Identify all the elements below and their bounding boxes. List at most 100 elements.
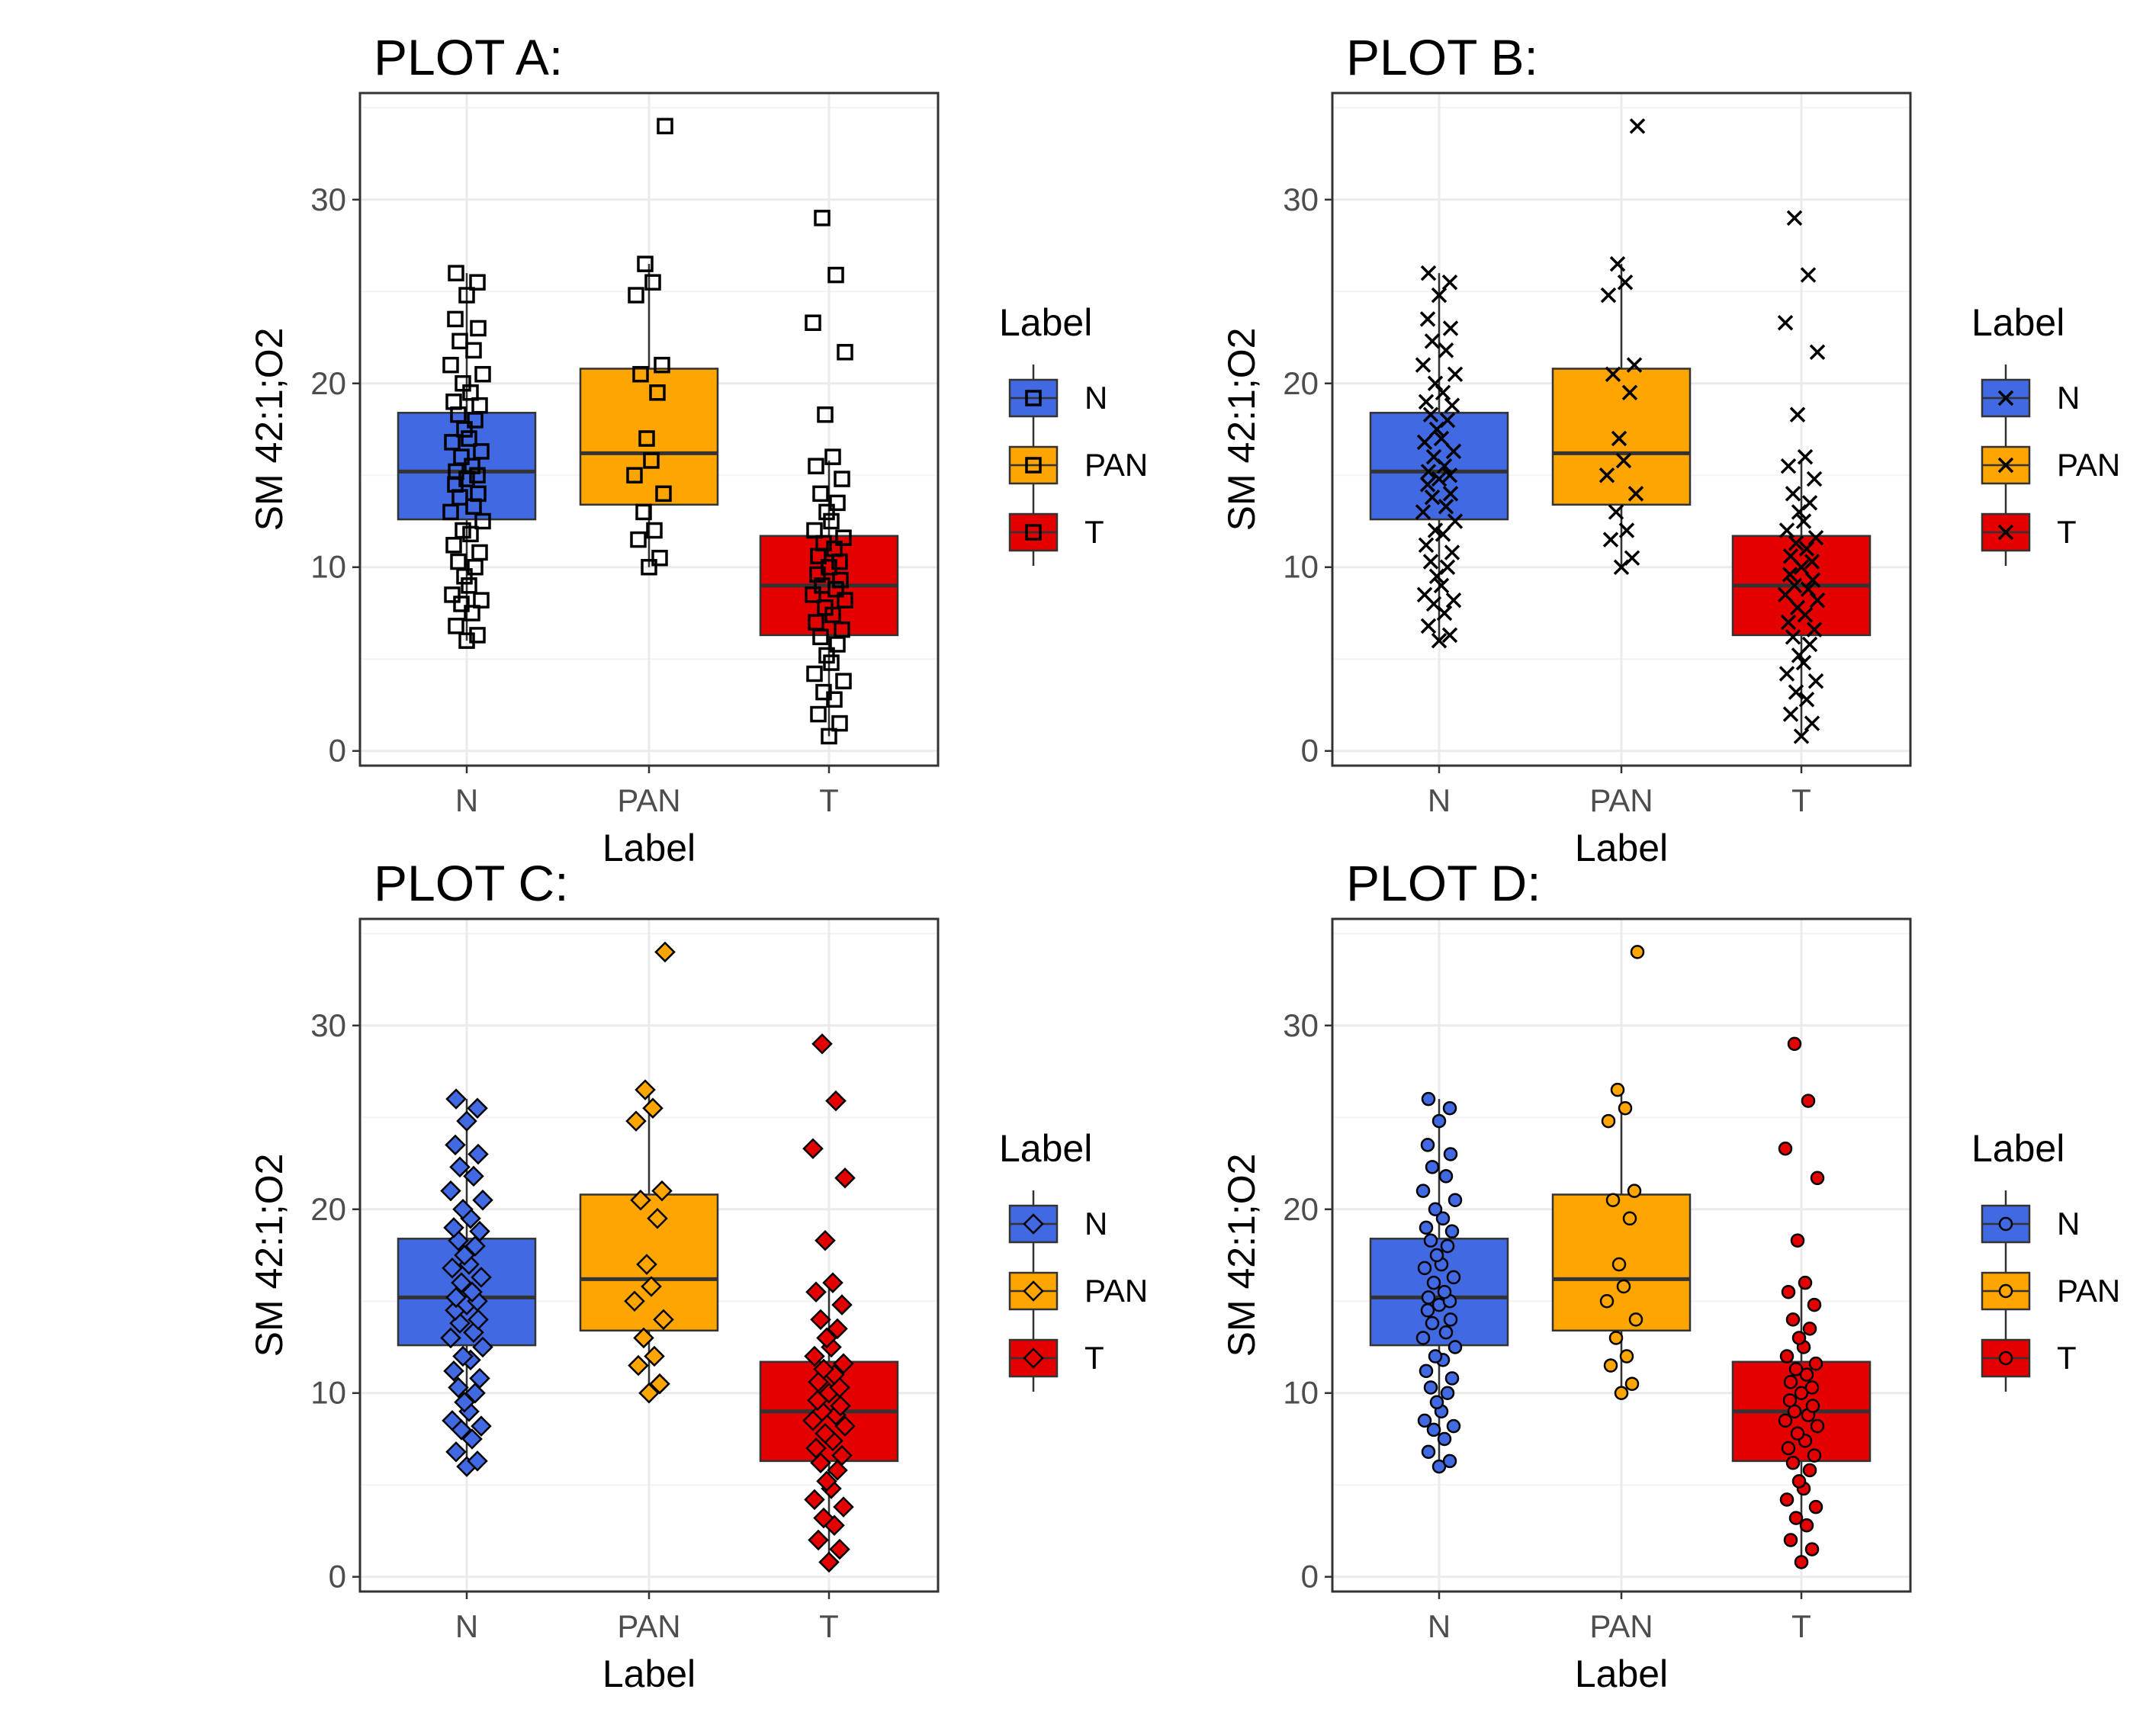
data-point bbox=[1428, 1349, 1443, 1363]
data-point bbox=[646, 522, 663, 539]
data-point bbox=[1782, 567, 1798, 583]
data-point bbox=[835, 529, 852, 546]
data-point bbox=[1807, 529, 1824, 546]
legend-key-marker bbox=[1998, 1216, 2013, 1232]
data-point bbox=[1789, 406, 1806, 422]
data-point bbox=[1428, 1202, 1443, 1217]
data-point bbox=[448, 265, 464, 281]
data-point bbox=[1608, 1331, 1624, 1345]
data-point bbox=[829, 494, 846, 512]
data-point bbox=[1778, 1141, 1793, 1156]
data-point bbox=[448, 618, 464, 634]
y-tick-label: 30 bbox=[310, 181, 346, 217]
data-point bbox=[814, 210, 831, 226]
data-point bbox=[1437, 1431, 1452, 1447]
data-point bbox=[472, 1336, 493, 1358]
data-point bbox=[1441, 274, 1458, 291]
y-tick-label: 20 bbox=[1283, 1191, 1319, 1227]
data-point bbox=[830, 1395, 851, 1417]
data-point bbox=[1791, 1474, 1807, 1489]
data-point bbox=[1443, 1312, 1458, 1327]
data-point bbox=[1419, 311, 1436, 327]
data-point bbox=[1419, 1220, 1434, 1235]
data-point bbox=[1444, 1224, 1460, 1238]
legend-key-marker bbox=[1025, 524, 1042, 541]
data-point bbox=[1783, 1533, 1798, 1547]
box-pan bbox=[579, 368, 719, 506]
x-tick-label: T bbox=[1791, 1608, 1811, 1644]
data-point bbox=[1599, 467, 1615, 483]
data-point bbox=[1421, 1091, 1436, 1107]
legend-label-pan: PAN bbox=[1084, 1273, 1148, 1309]
x-tick-label: T bbox=[1791, 782, 1811, 818]
legend-key-marker bbox=[1025, 457, 1042, 474]
data-point bbox=[1810, 1418, 1825, 1434]
data-point bbox=[643, 452, 660, 469]
data-point bbox=[1609, 255, 1626, 272]
data-point bbox=[1779, 1492, 1795, 1507]
data-point bbox=[655, 485, 672, 503]
data-point bbox=[1799, 1518, 1814, 1533]
data-point bbox=[452, 1345, 474, 1367]
data-point bbox=[474, 512, 491, 530]
data-point bbox=[458, 632, 475, 649]
data-point bbox=[1789, 599, 1806, 615]
data-point bbox=[443, 1360, 464, 1382]
data-point bbox=[1780, 458, 1797, 474]
data-point bbox=[1624, 550, 1640, 566]
y-tick-label: 0 bbox=[329, 1559, 346, 1595]
data-point bbox=[1798, 692, 1815, 708]
data-point bbox=[1778, 1413, 1793, 1428]
data-point bbox=[1630, 945, 1645, 959]
plot-title: PLOT A: bbox=[374, 29, 563, 85]
data-point bbox=[463, 1165, 484, 1187]
data-point bbox=[649, 1373, 670, 1395]
data-point bbox=[1427, 375, 1444, 391]
data-point bbox=[1431, 287, 1448, 304]
data-point bbox=[818, 503, 835, 521]
data-point bbox=[821, 558, 837, 576]
data-point bbox=[440, 1327, 461, 1349]
data-point bbox=[805, 314, 821, 331]
data-point bbox=[1445, 592, 1462, 609]
data-point bbox=[445, 1134, 466, 1156]
data-point bbox=[442, 1410, 463, 1431]
data-point bbox=[1435, 1211, 1451, 1226]
legend-label-t: T bbox=[2057, 1340, 2077, 1376]
data-point bbox=[802, 1138, 824, 1159]
data-point bbox=[1786, 577, 1803, 594]
data-point bbox=[641, 1276, 662, 1297]
data-point bbox=[635, 503, 652, 521]
data-point bbox=[1433, 577, 1450, 594]
data-point bbox=[1782, 706, 1799, 722]
y-tick-label: 10 bbox=[1283, 1375, 1319, 1411]
data-point bbox=[1421, 1290, 1436, 1305]
data-point bbox=[1415, 357, 1431, 373]
data-point bbox=[445, 537, 462, 554]
x-axis-title: Label bbox=[1575, 827, 1668, 869]
data-point bbox=[632, 365, 649, 383]
data-point bbox=[626, 467, 643, 483]
data-point bbox=[1801, 1094, 1816, 1108]
data-point bbox=[815, 683, 832, 701]
data-point bbox=[813, 1507, 834, 1529]
data-point bbox=[638, 430, 655, 447]
data-point bbox=[653, 1309, 674, 1331]
legend-label-t: T bbox=[2057, 514, 2077, 550]
data-point bbox=[1778, 522, 1795, 538]
data-point bbox=[1808, 1499, 1823, 1514]
data-point bbox=[1448, 1340, 1463, 1354]
data-point bbox=[1807, 673, 1824, 689]
data-point bbox=[1416, 434, 1433, 451]
data-point bbox=[454, 1245, 475, 1266]
data-point bbox=[1425, 1315, 1440, 1331]
data-point bbox=[805, 586, 821, 603]
data-point bbox=[1427, 522, 1444, 538]
legend-label-n: N bbox=[1084, 1206, 1107, 1241]
data-point bbox=[448, 1376, 469, 1399]
legend-label-n: N bbox=[2057, 1206, 2080, 1241]
data-point bbox=[625, 1110, 647, 1132]
chart-panel-c: PLOT C: 0 10 20 30 N PAN T Label SM 42:1;O2 Label N… bbox=[248, 855, 1148, 1695]
data-point bbox=[463, 1322, 484, 1343]
data-point bbox=[473, 592, 490, 609]
